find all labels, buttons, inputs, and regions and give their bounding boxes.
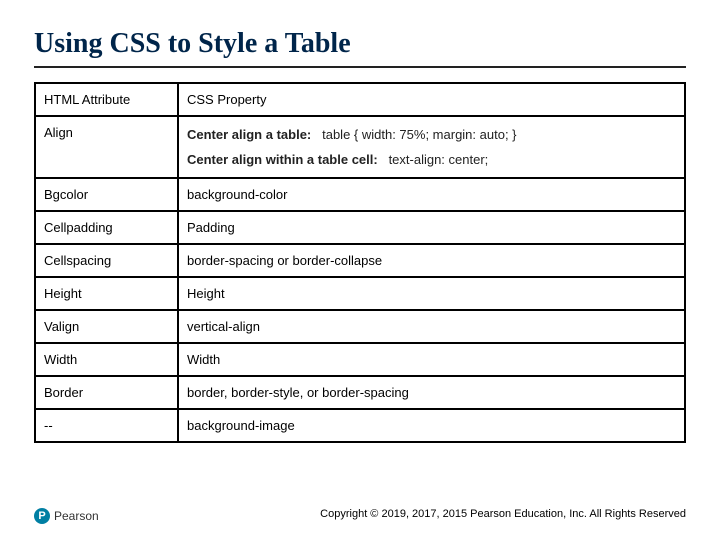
- cell-right: Height: [178, 277, 685, 310]
- cell-left: Cellspacing: [35, 244, 178, 277]
- table-row: Cellspacingborder-spacing or border-coll…: [35, 244, 685, 277]
- table-header-row: HTML Attribute CSS Property: [35, 83, 685, 116]
- header-right: CSS Property: [178, 83, 685, 116]
- align-line-2: Center align within a table cell: text-a…: [187, 152, 676, 167]
- cell-left: Border: [35, 376, 178, 409]
- page-title: Using CSS to Style a Table: [34, 28, 686, 68]
- cell-right: Width: [178, 343, 685, 376]
- table-row: Valignvertical-align: [35, 310, 685, 343]
- cell-left: Bgcolor: [35, 178, 178, 211]
- align-line-1-label: Center align a table:: [187, 127, 311, 142]
- cell-right: border-spacing or border-collapse: [178, 244, 685, 277]
- cell-right: vertical-align: [178, 310, 685, 343]
- align-line-1: Center align a table: table { width: 75%…: [187, 127, 676, 142]
- cell-left: --: [35, 409, 178, 442]
- align-line-2-label: Center align within a table cell:: [187, 152, 378, 167]
- cell-left: Width: [35, 343, 178, 376]
- align-line-2-code: text-align: center;: [389, 152, 489, 167]
- cell-align-right: Center align a table: table { width: 75%…: [178, 116, 685, 178]
- copyright-text: Copyright © 2019, 2017, 2015 Pearson Edu…: [320, 508, 686, 520]
- table-row: --background-image: [35, 409, 685, 442]
- css-table: HTML Attribute CSS Property Align Center…: [34, 82, 686, 443]
- cell-right: background-color: [178, 178, 685, 211]
- table-row: Borderborder, border-style, or border-sp…: [35, 376, 685, 409]
- table-row: HeightHeight: [35, 277, 685, 310]
- pearson-logo-text: Pearson: [54, 509, 99, 523]
- slide: Using CSS to Style a Table HTML Attribut…: [0, 0, 720, 443]
- table-row: CellpaddingPadding: [35, 211, 685, 244]
- cell-right: Padding: [178, 211, 685, 244]
- cell-right: background-image: [178, 409, 685, 442]
- cell-left: Height: [35, 277, 178, 310]
- table-row-align: Align Center align a table: table { widt…: [35, 116, 685, 178]
- header-left: HTML Attribute: [35, 83, 178, 116]
- align-line-1-code: table { width: 75%; margin: auto; }: [322, 127, 516, 142]
- cell-left: Valign: [35, 310, 178, 343]
- cell-align-left: Align: [35, 116, 178, 178]
- table-row: WidthWidth: [35, 343, 685, 376]
- pearson-logo-icon: P: [34, 508, 50, 524]
- cell-right: border, border-style, or border-spacing: [178, 376, 685, 409]
- pearson-logo: P Pearson: [34, 508, 99, 524]
- table-row: Bgcolorbackground-color: [35, 178, 685, 211]
- cell-left: Cellpadding: [35, 211, 178, 244]
